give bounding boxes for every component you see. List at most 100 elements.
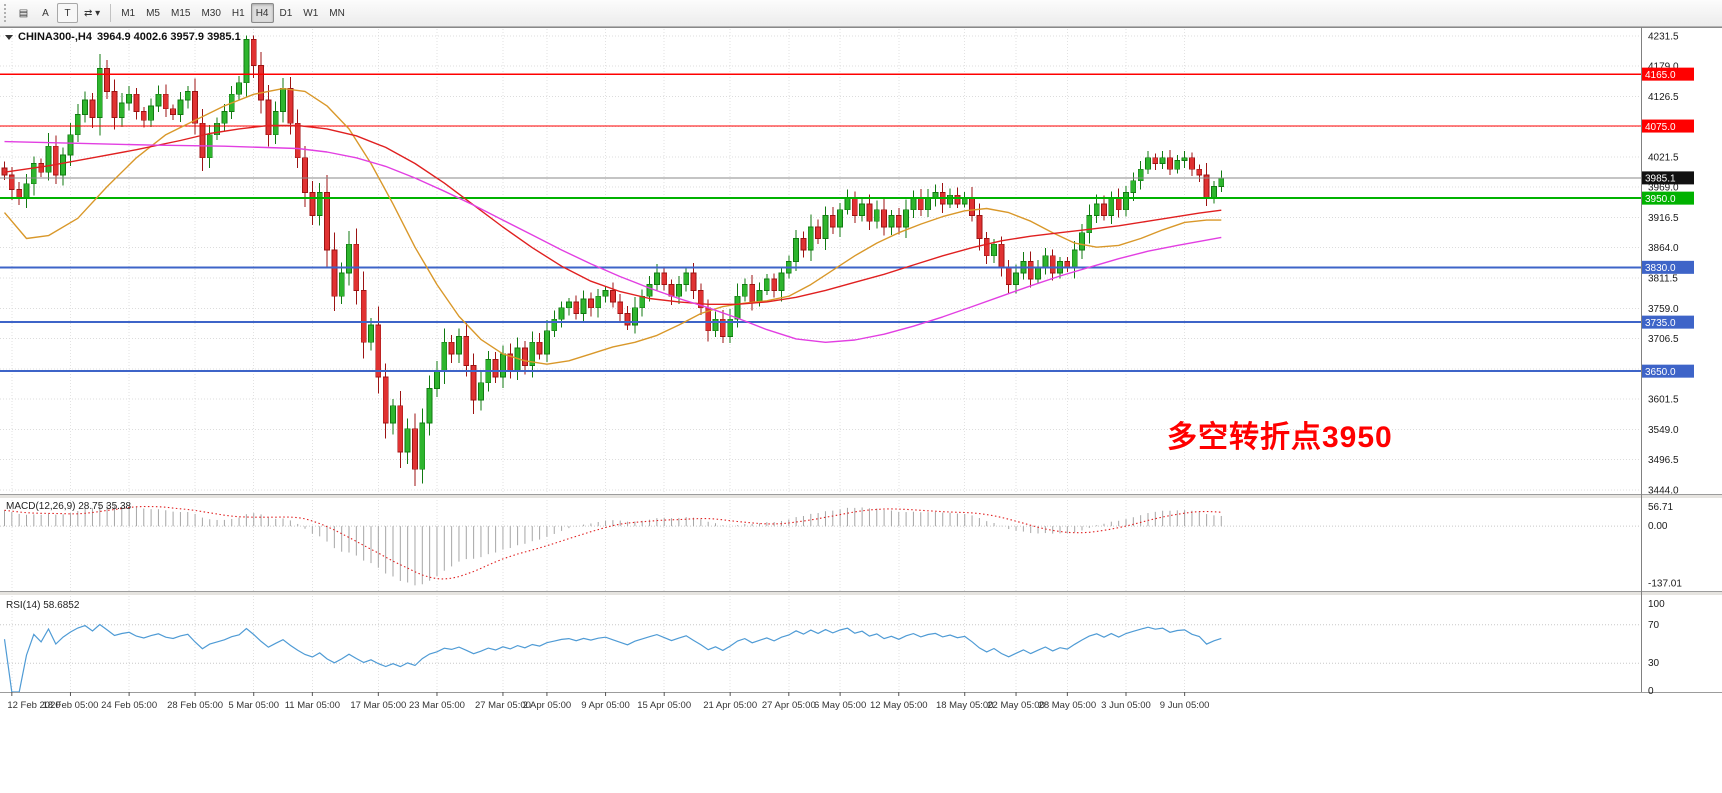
- button-t[interactable]: T: [57, 3, 78, 23]
- candle-body: [910, 197, 917, 211]
- candle-body: [807, 226, 814, 251]
- candle-body: [1211, 186, 1217, 199]
- candle-body: [844, 197, 851, 211]
- candle-body: [690, 272, 697, 291]
- time-tick-label: 27 Mar 05:00: [475, 700, 531, 711]
- candle-body: [881, 209, 887, 228]
- timeframe-button-h4[interactable]: H4: [250, 3, 274, 23]
- price-label-text: 3650.0: [1645, 367, 1676, 378]
- panel-splitter: [0, 494, 1722, 499]
- candle-body: [192, 91, 198, 124]
- candle-body: [1174, 160, 1181, 170]
- price-label-text: 3735.0: [1645, 318, 1676, 329]
- time-tick-label: 24 Feb 05:00: [101, 700, 157, 711]
- timeframe-button-mn[interactable]: MN: [329, 7, 345, 19]
- chart-title-bar: CHINA300-,H4 3964.9 4002.6 3957.9 3985.1: [5, 31, 241, 43]
- candle-body: [1093, 203, 1100, 216]
- candle-body: [470, 364, 477, 401]
- candle-body: [873, 209, 880, 222]
- macd-signal-line: [4, 505, 1222, 580]
- price-label-box: [1642, 260, 1694, 274]
- candle-body: [734, 295, 741, 320]
- timeframe-button-m5[interactable]: M5: [146, 7, 160, 19]
- candle-body: [741, 284, 748, 297]
- chart-collapse-icon[interactable]: [5, 34, 13, 40]
- candle-body: [580, 298, 587, 314]
- axis-tick-label: 4231.5: [1648, 31, 1679, 42]
- candle-body: [67, 134, 74, 156]
- grid-layer: [0, 29, 1641, 692]
- candle-body: [551, 318, 558, 332]
- price-axis[interactable]: 4231.5 4179.0 4126.5 4021.5 3969.0 3916.5 3864…: [1642, 31, 1694, 697]
- candle-body: [522, 347, 528, 366]
- candle-body: [463, 336, 470, 366]
- candle-body: [426, 388, 433, 424]
- candle-body: [888, 215, 895, 228]
- candle-body: [1145, 157, 1151, 170]
- candle-body: [822, 215, 829, 239]
- rsi-panel: [0, 623, 1641, 693]
- candle-body: [1101, 203, 1107, 216]
- time-tick-label: 12 May 05:00: [870, 700, 928, 711]
- candle-body: [448, 341, 455, 355]
- ma-slow-magenta: [4, 140, 1222, 343]
- timeframe-button-m1[interactable]: M1: [121, 7, 136, 19]
- timeframe-button-d1[interactable]: D1: [279, 7, 293, 19]
- candle-body: [162, 93, 169, 110]
- price-label-box: [1642, 119, 1694, 133]
- candle-body: [265, 99, 272, 136]
- candle-body: [294, 122, 301, 159]
- button-a[interactable]: A: [42, 7, 49, 19]
- axis-tick-label: 3916.5: [1648, 213, 1679, 224]
- candle-body: [368, 324, 374, 343]
- hlines-layer[interactable]: [0, 73, 1641, 373]
- candle-body: [1049, 255, 1056, 274]
- candle-body: [1181, 157, 1188, 162]
- candle-body: [668, 284, 675, 297]
- candle-body: [983, 238, 990, 257]
- candle-body: [800, 238, 807, 251]
- timeframe-button-h1[interactable]: H1: [231, 7, 245, 19]
- candle-body: [302, 157, 308, 193]
- chart-annotation-text[interactable]: 多空转折点3950: [1167, 421, 1393, 454]
- timeframe-button-m15[interactable]: M15: [171, 7, 191, 19]
- candle-body: [1108, 197, 1115, 216]
- price-label-text: 4165.0: [1645, 70, 1676, 81]
- toolbar-grip[interactable]: [4, 4, 8, 22]
- macd-indicator-label: MACD(12,26,9) 28.75 35.38: [6, 501, 132, 512]
- time-tick-label: 6 May 05:00: [814, 700, 866, 711]
- candle-body: [272, 111, 279, 136]
- candle-body: [250, 39, 257, 66]
- candle-body: [566, 301, 572, 309]
- chart-canvas[interactable]: 4231.5 4179.0 4126.5 4021.5 3969.0 3916.5 3864…: [0, 27, 1722, 793]
- macd-panel: [0, 504, 1641, 586]
- candle-body: [324, 191, 330, 251]
- timeframe-button-w1[interactable]: W1: [303, 7, 319, 19]
- symbols-arrows-dropdown-button[interactable]: ⇄ ▾: [84, 7, 101, 19]
- candle-body: [536, 341, 543, 355]
- rsi-indicator-label: RSI(14) 58.6852: [6, 600, 80, 611]
- candle-body: [104, 67, 111, 92]
- price-label-text: 3985.1: [1645, 174, 1676, 185]
- candle-body: [778, 272, 785, 291]
- axis-tick-label: 3811.5: [1648, 274, 1678, 285]
- toolbar-separator: [110, 4, 112, 22]
- time-tick-label: 9 Apr 05:00: [581, 700, 630, 711]
- candle-body: [184, 91, 191, 101]
- time-tick-label: 2 Apr 05:00: [523, 700, 572, 711]
- candle-body: [74, 114, 81, 136]
- panel-dividers[interactable]: [0, 27, 1722, 693]
- candle-body: [675, 284, 682, 297]
- candle-body: [96, 67, 103, 118]
- time-tick-label: 17 Mar 05:00: [350, 700, 406, 711]
- candle-body: [895, 215, 902, 228]
- candle-body: [280, 88, 286, 113]
- chart-display-button[interactable]: ▤: [18, 7, 29, 19]
- time-tick-label: 5 Mar 05:00: [228, 700, 279, 711]
- candle-body: [1013, 272, 1019, 286]
- timeframe-button-m30[interactable]: M30: [201, 7, 221, 19]
- candle-body: [243, 39, 250, 84]
- axis-tick-label: 4126.5: [1648, 92, 1679, 103]
